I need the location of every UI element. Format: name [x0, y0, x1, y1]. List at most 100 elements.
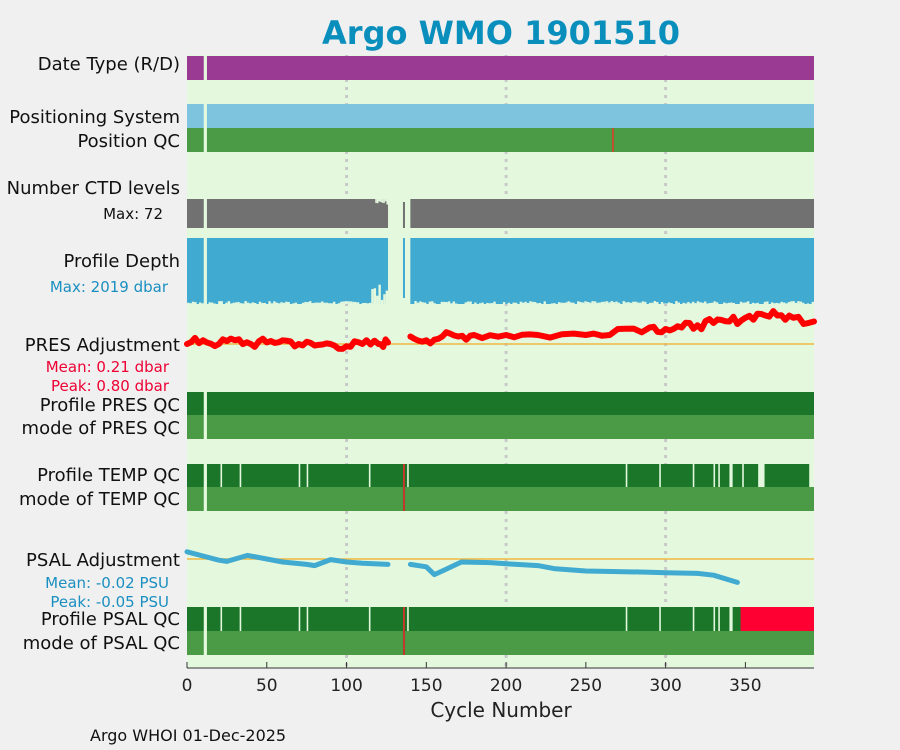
depth-notch [486, 302, 489, 304]
row-bar [187, 392, 814, 415]
qc-flag-mark [402, 487, 405, 511]
qc-flag-mark [402, 631, 405, 655]
depth-notch [668, 302, 671, 304]
depth-notch [282, 302, 286, 304]
depth-notch [742, 302, 745, 304]
cycle-gap [298, 607, 301, 631]
cycle-gap [368, 464, 371, 487]
depth-notch [634, 301, 637, 304]
row-12 [187, 631, 814, 655]
depth-notch [261, 302, 264, 304]
depth-notch [366, 303, 369, 304]
ctd-levels-bar [402, 202, 405, 228]
ctd-levels-bar [410, 199, 814, 228]
cycle-gap [729, 464, 733, 487]
depth-notch [352, 301, 355, 304]
depth-notch [277, 303, 281, 304]
depth-notch [763, 301, 767, 304]
depth-notch [677, 302, 680, 304]
x-tick-label: 200 [490, 676, 522, 696]
depth-notch [727, 302, 731, 304]
depth-notch [187, 302, 190, 304]
depth-notch [301, 302, 305, 304]
row-5 [184, 308, 817, 352]
depth-notch [385, 290, 389, 304]
depth-notch [598, 302, 602, 304]
ctd-levels-notch [383, 199, 385, 204]
row-bar [187, 464, 814, 487]
depth-notch [268, 301, 271, 304]
depth-notch [318, 302, 322, 304]
depth-notch [691, 301, 695, 304]
row-label: Positioning System [9, 107, 180, 128]
cycle-gap [239, 607, 242, 631]
depth-notch [514, 302, 518, 304]
depth-notch [553, 303, 556, 304]
depth-notch [802, 302, 805, 304]
cycle-gap [203, 392, 207, 415]
depth-notch [249, 303, 252, 304]
depth-notch [641, 301, 645, 304]
row-bar [187, 128, 814, 152]
qc-flag-mark [402, 464, 405, 487]
ctd-levels-notch [384, 199, 387, 202]
depth-notch [799, 301, 803, 304]
depth-notch [512, 302, 515, 304]
cycle-gap [692, 607, 695, 631]
depth-notch [507, 302, 511, 304]
depth-notch [361, 303, 365, 304]
row-bar [187, 631, 814, 655]
depth-notch [806, 303, 810, 304]
row-2 [187, 128, 814, 152]
depth-notch [294, 302, 298, 304]
row-label: Number CTD levels [7, 178, 180, 199]
depth-notch [316, 302, 319, 304]
cycle-gap [298, 464, 301, 487]
depth-notch [744, 302, 747, 304]
depth-notch [773, 303, 776, 304]
row-6 [187, 392, 814, 415]
depth-notch [565, 302, 568, 304]
psal-adjustment-line [407, 559, 740, 585]
depth-notch [342, 301, 345, 304]
depth-notch [309, 301, 312, 304]
cycle-gap [368, 607, 371, 631]
depth-notch [632, 301, 635, 304]
pres-adjustment-line [407, 308, 817, 347]
depth-notch [376, 295, 379, 304]
depth-notch [782, 302, 786, 304]
depth-notch [431, 301, 434, 304]
depth-notch [770, 302, 774, 304]
depth-notch [227, 301, 231, 304]
row-mean-label: Mean: 0.21 dbar [46, 358, 170, 376]
cycle-gap [718, 464, 720, 487]
depth-notch [201, 303, 204, 304]
depth-notch [610, 301, 613, 304]
depth-notch [792, 301, 795, 304]
cycle-gap [203, 415, 207, 439]
depth-notch [739, 301, 743, 304]
x-tick-label: 300 [649, 676, 681, 696]
depth-notch [682, 302, 685, 304]
row-label: Profile PRES QC [40, 395, 180, 416]
x-tick-label: 0 [182, 676, 193, 696]
row-mean-label: Mean: -0.02 PSU [45, 574, 169, 592]
depth-notch [644, 301, 647, 304]
depth-notch [711, 302, 714, 304]
depth-notch [751, 302, 755, 304]
row-peak-label: Peak: -0.05 PSU [50, 593, 169, 611]
cycle-gap [407, 464, 409, 487]
depth-notch [550, 303, 554, 304]
ctd-levels-notch [375, 199, 377, 203]
depth-notch [488, 303, 491, 304]
depth-notch [732, 303, 736, 304]
depth-notch [699, 302, 702, 304]
depth-notch [239, 303, 243, 304]
depth-notch [627, 302, 630, 304]
depth-notch [629, 302, 633, 304]
depth-notch [450, 303, 453, 304]
depth-notch [584, 301, 587, 304]
depth-notch [557, 302, 561, 304]
depth-notch [414, 301, 417, 304]
row-label: mode of PRES QC [22, 418, 180, 439]
